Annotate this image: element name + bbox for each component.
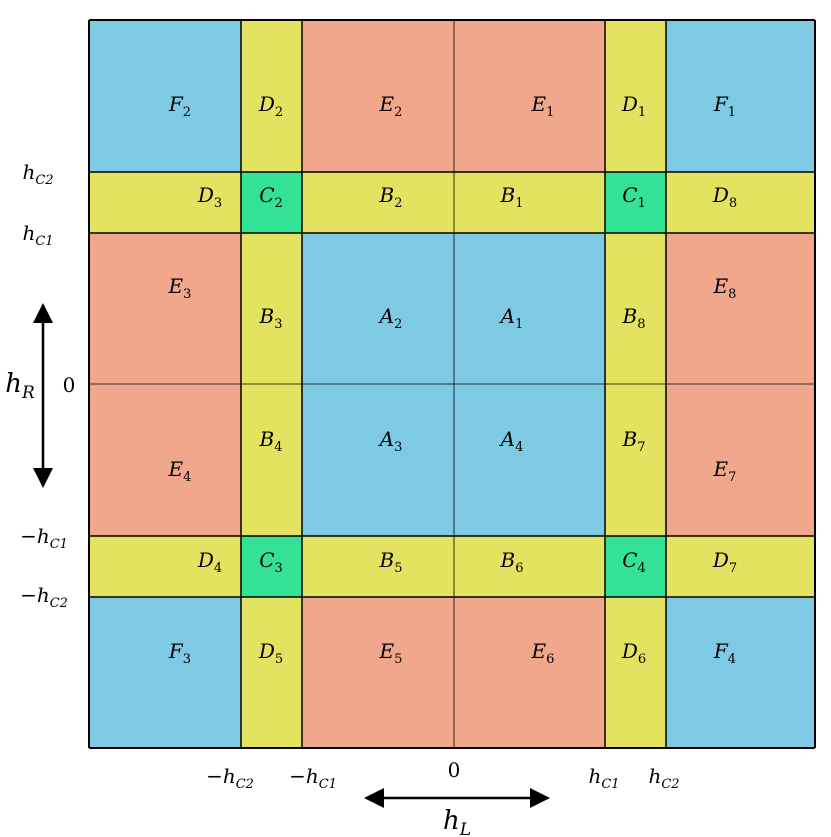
region-label-D4: D4 <box>197 548 222 576</box>
region-label-B8: B8 <box>622 304 646 332</box>
region-label-F2: F2 <box>168 92 191 120</box>
region-D3 <box>89 172 241 233</box>
region-label-E5: E5 <box>379 639 403 667</box>
region-D7 <box>666 536 815 597</box>
x-tick-neg-hC2: −hC2 <box>206 764 254 792</box>
region-C3 <box>241 536 302 597</box>
y-axis-label: hR <box>5 369 35 403</box>
y-tick-hC2: hC2 <box>22 160 53 188</box>
region-label-B7: B7 <box>622 427 646 455</box>
region-label-E3: E3 <box>168 274 192 302</box>
region-D6 <box>605 597 666 748</box>
region-label-F1: F1 <box>713 92 736 120</box>
x-axis-label: hL <box>443 806 471 837</box>
region-D2 <box>241 20 302 172</box>
region-label-E8: E8 <box>713 274 737 302</box>
region-label-B5: B5 <box>379 548 403 576</box>
x-tick-neg-hC1: −hC1 <box>289 764 337 792</box>
region-B5 <box>302 536 454 597</box>
region-B3 <box>241 233 302 384</box>
region-label-C1: C1 <box>622 183 646 211</box>
region-D1 <box>605 20 666 172</box>
region-E1 <box>454 20 605 172</box>
region-label-E1: E1 <box>531 92 555 120</box>
region-E3 <box>89 233 241 384</box>
region-D5 <box>241 597 302 748</box>
region-F4 <box>666 597 815 748</box>
region-label-D5: D5 <box>258 639 283 667</box>
y-tick-zero: 0 <box>63 373 76 397</box>
region-label-E2: E2 <box>379 92 403 120</box>
region-D4 <box>89 536 241 597</box>
region-A2 <box>302 233 454 384</box>
region-label-A3: A3 <box>378 427 403 455</box>
region-label-F3: F3 <box>168 639 191 667</box>
region-B7 <box>605 384 666 536</box>
region-labels: F2 D2 E2 E1 D1 F1 D3 C2 B2 B1 C1 D8 E3 B3 A2 A1 B8 E8 E4 B4… <box>168 92 738 667</box>
region-cells <box>89 20 815 748</box>
y-tick-neg-hC1: −hC1 <box>20 524 68 552</box>
region-label-A1: A1 <box>499 304 524 332</box>
region-label-E7: E7 <box>713 457 737 485</box>
region-E7 <box>666 384 815 536</box>
region-F2 <box>89 20 241 172</box>
region-label-D8: D8 <box>712 183 737 211</box>
region-label-B6: B6 <box>500 548 524 576</box>
region-E4 <box>89 384 241 536</box>
region-label-D7: D7 <box>712 548 737 576</box>
region-label-E6: E6 <box>531 639 555 667</box>
region-E8 <box>666 233 815 384</box>
region-A1 <box>454 233 605 384</box>
y-tick-hC1: hC1 <box>22 221 53 249</box>
region-label-B3: B3 <box>259 304 283 332</box>
region-label-D2: D2 <box>258 92 283 120</box>
region-A3 <box>302 384 454 536</box>
region-label-C4: C4 <box>622 548 646 576</box>
region-B1 <box>454 172 605 233</box>
region-C1 <box>605 172 666 233</box>
region-C4 <box>605 536 666 597</box>
region-F3 <box>89 597 241 748</box>
region-B6 <box>454 536 605 597</box>
region-label-D6: D6 <box>621 639 646 667</box>
region-E2 <box>302 20 454 172</box>
region-D8 <box>666 172 815 233</box>
region-B4 <box>241 384 302 536</box>
region-label-E4: E4 <box>168 457 192 485</box>
x-tick-zero: 0 <box>448 758 461 782</box>
region-E6 <box>454 597 605 748</box>
region-label-C3: C3 <box>259 548 283 576</box>
y-tick-neg-hC2: −hC2 <box>20 583 68 611</box>
x-tick-hC1: hC1 <box>588 764 619 792</box>
region-A4 <box>454 384 605 536</box>
region-C2 <box>241 172 302 233</box>
region-label-C2: C2 <box>259 183 283 211</box>
region-label-B4: B4 <box>259 427 283 455</box>
region-label-D1: D1 <box>621 92 646 120</box>
x-tick-hC2: hC2 <box>648 764 679 792</box>
region-F1 <box>666 20 815 172</box>
region-E5 <box>302 597 454 748</box>
region-label-A4: A4 <box>499 427 524 455</box>
region-label-B1: B1 <box>500 183 524 211</box>
region-label-B2: B2 <box>379 183 403 211</box>
region-label-F4: F4 <box>713 639 736 667</box>
region-B2 <box>302 172 454 233</box>
region-B8 <box>605 233 666 384</box>
grid-lines <box>88 19 816 749</box>
region-label-A2: A2 <box>378 304 403 332</box>
region-label-D3: D3 <box>197 183 222 211</box>
